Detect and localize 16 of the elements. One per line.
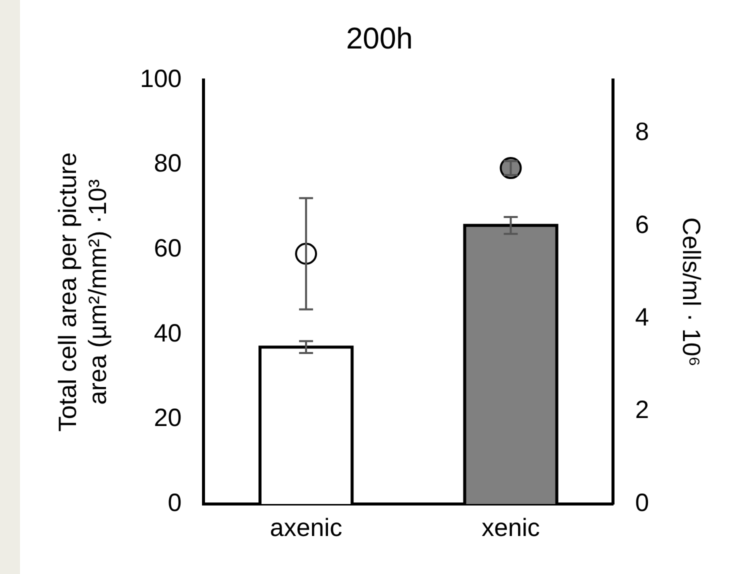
chart-title: 200h — [346, 22, 413, 56]
x-tick-label: xenic — [482, 514, 540, 542]
y-tick-label: 80 — [154, 150, 182, 178]
y2-tick-label: 6 — [635, 210, 649, 239]
y2-tick-label: 0 — [635, 488, 649, 517]
y2-axis-title: Cells/ml · 10⁶ — [677, 217, 706, 367]
y-tick-label: 20 — [154, 404, 182, 432]
y-axis-title: Total cell area per picture area (µm²/mm²) ·10³ — [54, 152, 112, 432]
y-tick-label: 100 — [140, 64, 182, 93]
y2-tick-label: 2 — [635, 396, 649, 424]
y-tick-label: 60 — [154, 234, 182, 262]
y-tick-label: 40 — [154, 319, 182, 348]
y-tick-label: 0 — [168, 488, 182, 517]
y2-tick-label: 8 — [635, 118, 649, 146]
x-tick-label: axenic — [270, 514, 342, 542]
y2-tick-label: 4 — [635, 304, 650, 332]
